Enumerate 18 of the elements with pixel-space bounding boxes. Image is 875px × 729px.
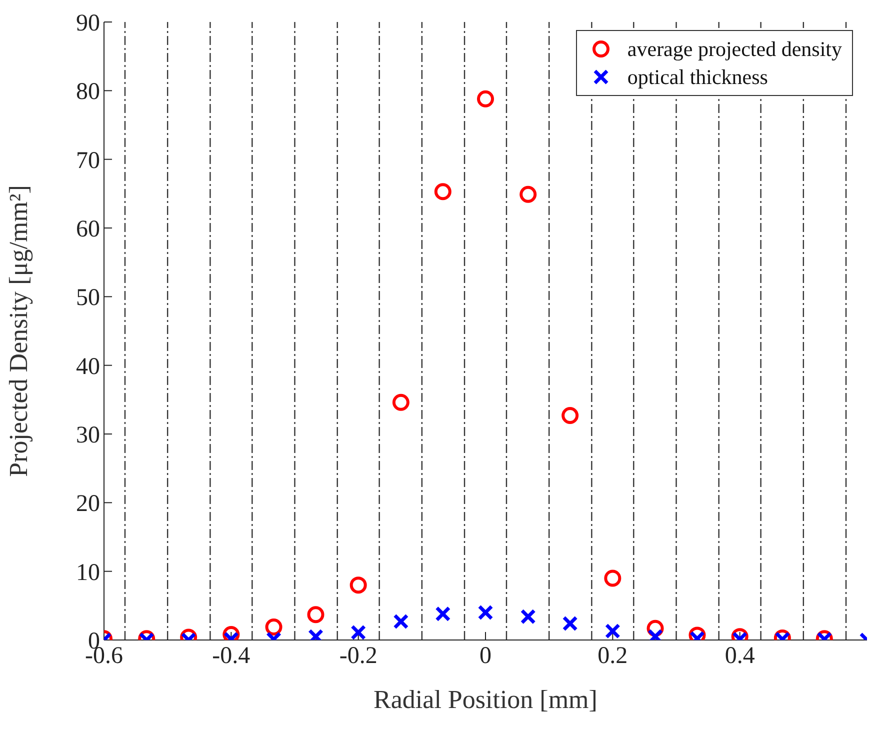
legend-label: optical thickness [627, 64, 768, 91]
x-tick-label: 0.4 [724, 643, 755, 670]
y-axis-title: Projected Density [μg/mm²] [4, 185, 34, 477]
y-tick-label: 70 [76, 148, 100, 174]
legend-label: average projected density [627, 36, 842, 63]
y-tick-label: 40 [76, 354, 100, 380]
y-tick-label: 60 [76, 216, 100, 243]
y-tick-label: 20 [76, 491, 100, 518]
y-tick-label: 30 [76, 422, 100, 449]
x-tick-label: 0 [480, 643, 492, 670]
y-tick-label: 80 [76, 79, 100, 106]
y-tick-label: 90 [76, 10, 100, 37]
y-tick-label: 50 [76, 285, 100, 312]
x-axis-title: Radial Position [mm] [374, 685, 598, 714]
x-tick-label: 0.2 [598, 643, 628, 670]
x-tick-label: -0.4 [212, 643, 250, 670]
y-tick-label: 10 [76, 560, 100, 586]
x-tick-label: -0.2 [339, 643, 378, 670]
